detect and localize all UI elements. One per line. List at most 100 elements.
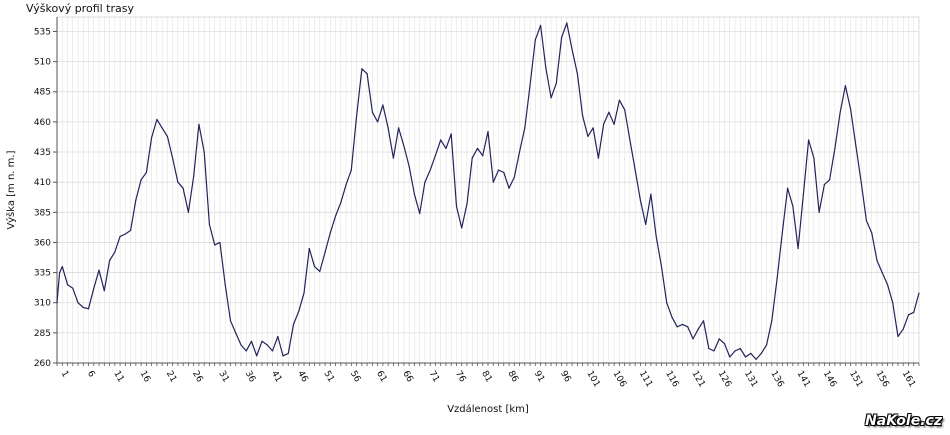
x-tick-label: 71	[427, 369, 441, 384]
x-tick-label: 6	[85, 369, 97, 379]
data-point	[603, 123, 605, 125]
data-point	[702, 320, 705, 322]
data-point	[918, 292, 920, 294]
data-point	[907, 314, 910, 316]
data-point	[182, 187, 184, 189]
data-point	[392, 157, 394, 159]
data-point	[855, 145, 857, 147]
data-point	[408, 165, 410, 168]
x-tick-label: 11	[111, 369, 125, 384]
data-point	[755, 358, 757, 360]
data-point	[140, 179, 142, 181]
data-point	[434, 155, 437, 157]
data-point	[129, 229, 132, 231]
data-point	[466, 203, 468, 205]
data-point	[398, 127, 400, 129]
data-point	[524, 127, 526, 129]
data-point	[865, 220, 868, 222]
data-point	[429, 169, 431, 171]
data-point	[161, 127, 163, 129]
data-point	[56, 302, 58, 304]
data-point	[377, 121, 379, 123]
data-point	[103, 290, 105, 292]
data-point	[687, 326, 689, 328]
data-point	[534, 39, 536, 41]
data-point	[361, 68, 363, 70]
y-tick-label: 385	[34, 208, 51, 218]
x-tick-label: 126	[716, 369, 733, 389]
x-tick-label: 41	[269, 369, 283, 384]
x-tick-label: 161	[900, 369, 917, 389]
data-point	[445, 147, 447, 150]
data-point	[613, 123, 615, 125]
data-point	[240, 344, 242, 346]
data-point	[455, 205, 458, 207]
y-tick-label: 485	[34, 88, 51, 98]
data-point	[897, 335, 899, 338]
data-point	[61, 265, 63, 268]
data-point	[618, 99, 621, 101]
data-point	[750, 352, 752, 354]
data-point	[471, 157, 473, 159]
data-point	[676, 326, 678, 328]
data-point	[82, 306, 84, 309]
data-point	[513, 176, 515, 178]
data-point	[324, 251, 326, 253]
data-point	[802, 193, 804, 195]
data-point	[645, 223, 647, 225]
y-tick-label: 410	[34, 178, 51, 188]
data-point	[624, 109, 626, 111]
data-point	[739, 347, 741, 350]
data-point	[329, 232, 331, 234]
data-point	[313, 265, 316, 268]
data-point	[492, 181, 494, 183]
data-point	[697, 328, 699, 330]
x-tick-label: 36	[243, 369, 258, 384]
data-point	[340, 202, 342, 204]
data-point	[881, 271, 883, 274]
data-point	[166, 135, 168, 137]
x-tick-label: 86	[505, 369, 520, 384]
data-point	[250, 340, 253, 342]
data-point	[177, 181, 179, 183]
data-point	[592, 127, 594, 129]
data-point	[245, 350, 247, 352]
data-point	[839, 111, 841, 113]
data-point	[666, 302, 668, 304]
data-point	[744, 356, 747, 358]
data-point	[518, 151, 521, 153]
data-point	[681, 323, 684, 326]
x-tick-label: 1	[59, 369, 71, 379]
data-point	[282, 355, 284, 357]
data-point	[823, 183, 825, 186]
data-point	[256, 355, 258, 357]
data-point	[776, 278, 778, 280]
data-point	[587, 135, 589, 137]
data-point	[876, 259, 878, 262]
data-point	[235, 332, 237, 334]
data-point	[497, 169, 500, 171]
data-point	[450, 133, 452, 135]
data-point	[508, 187, 510, 189]
data-point	[87, 308, 90, 310]
data-point	[850, 109, 852, 111]
data-point	[571, 48, 573, 51]
data-point	[229, 320, 232, 322]
data-point	[424, 181, 426, 183]
data-point	[808, 139, 810, 141]
data-point	[203, 151, 205, 153]
data-point	[219, 241, 221, 244]
x-tick-label: 76	[453, 369, 468, 384]
data-point	[214, 244, 216, 246]
x-tick-label: 141	[795, 369, 812, 389]
x-tick-labels: 1 6 11 16 21 26 31 36 41 46 51 56 61 66 71 76 81 86 91 96 10…	[59, 369, 917, 389]
x-tick-label: 56	[348, 369, 363, 384]
data-point	[771, 320, 773, 322]
data-point	[886, 284, 889, 286]
data-point	[482, 155, 484, 157]
x-tick-label: 61	[374, 369, 388, 384]
data-point	[844, 85, 847, 87]
data-point	[797, 247, 799, 250]
data-point	[371, 111, 373, 113]
